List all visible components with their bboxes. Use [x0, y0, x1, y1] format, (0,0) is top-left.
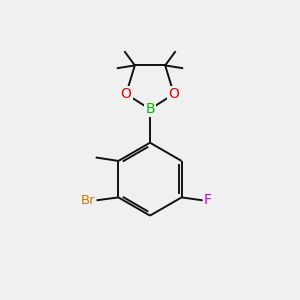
Text: O: O [169, 87, 179, 101]
Text: O: O [121, 87, 131, 101]
Text: B: B [145, 102, 155, 116]
Text: F: F [204, 193, 212, 207]
Text: Br: Br [80, 194, 95, 207]
